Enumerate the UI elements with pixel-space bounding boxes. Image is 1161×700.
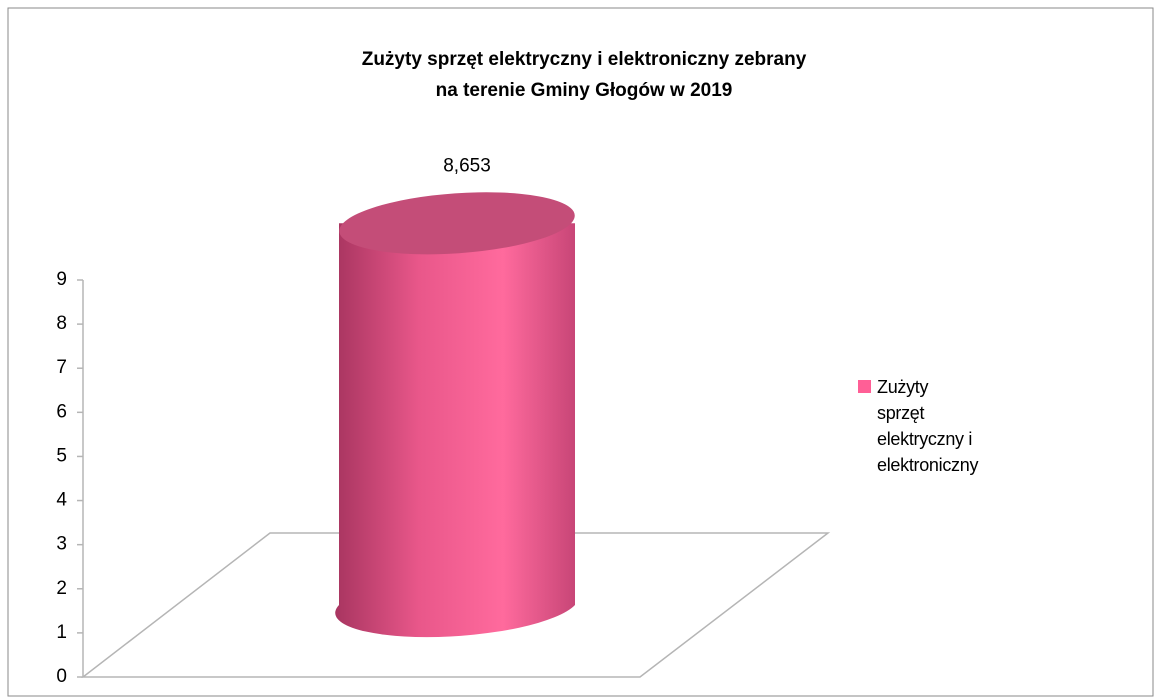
y-tick-label: 1 xyxy=(56,622,67,643)
y-tick-label: 5 xyxy=(56,445,67,466)
y-tick-label: 4 xyxy=(56,490,67,511)
data-label: 8,653 xyxy=(443,155,491,176)
bar xyxy=(335,223,575,638)
legend-label: Zużyty sprzęt elektryczny i elektroniczn… xyxy=(877,377,979,475)
y-tick-label: 9 xyxy=(56,269,67,290)
bar-top xyxy=(339,192,575,255)
y-tick-label: 2 xyxy=(56,578,67,599)
y-tick-label: 6 xyxy=(56,401,67,422)
y-tick-label: 8 xyxy=(56,313,67,334)
chart-frame xyxy=(7,7,1154,697)
chart-title: Zużyty sprzęt elektryczny i elektroniczn… xyxy=(362,49,807,70)
y-tick-label: 7 xyxy=(56,357,67,378)
y-tick-label: 0 xyxy=(56,666,67,687)
legend-swatch xyxy=(858,380,871,393)
legend: Zużyty sprzęt elektryczny i elektroniczn… xyxy=(858,374,978,478)
floor xyxy=(80,532,831,678)
chart-title: na terenie Gminy Głogów w 2019 xyxy=(436,80,733,101)
y-tick-label: 3 xyxy=(56,534,67,555)
